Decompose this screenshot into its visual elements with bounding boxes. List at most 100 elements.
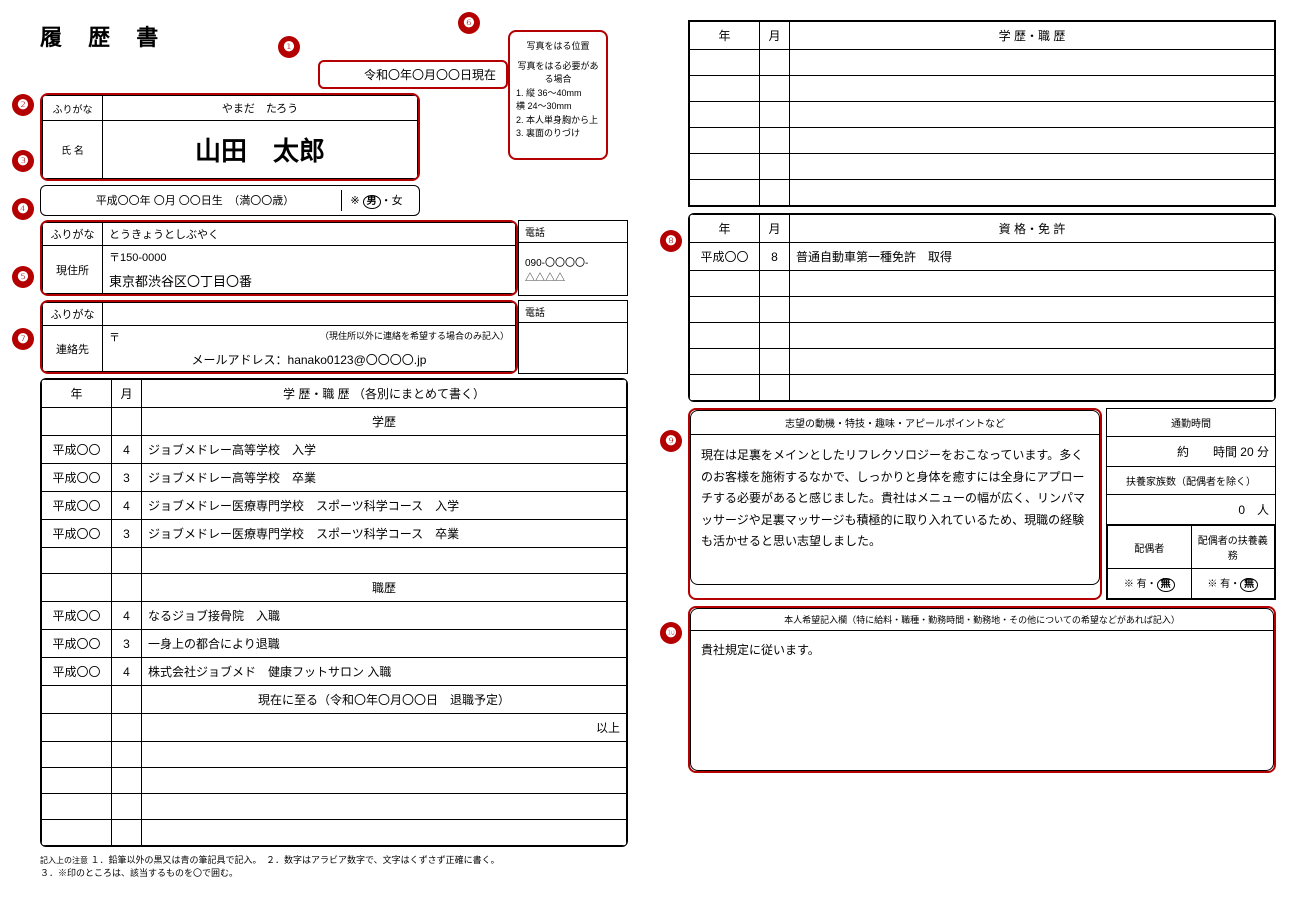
table-cell: 平成〇〇 bbox=[42, 492, 112, 520]
table-cell bbox=[790, 349, 1275, 375]
contact-label: 連絡先 bbox=[43, 326, 103, 372]
table-cell: 株式会社ジョブメド 健康フットサロン 入職 bbox=[142, 658, 627, 686]
photo-text-5: 2. 本人単身胸から上 bbox=[516, 114, 600, 128]
table-cell bbox=[690, 50, 760, 76]
table-cell bbox=[142, 794, 627, 820]
table-cell bbox=[760, 128, 790, 154]
contact-tel: 電話 bbox=[518, 300, 628, 374]
contact-postal: 〒 bbox=[109, 332, 120, 344]
table-cell bbox=[42, 408, 112, 436]
table-cell bbox=[42, 548, 112, 574]
table-cell: 平成〇〇 bbox=[42, 658, 112, 686]
table-cell bbox=[760, 323, 790, 349]
address-left: ふりがな とうきょうとしぶやく 現住所 〒150-0000 東京都渋谷区〇丁目〇… bbox=[40, 220, 518, 296]
table-cell bbox=[790, 271, 1275, 297]
badge-1: ❶ bbox=[278, 36, 300, 58]
table-cell: 以上 bbox=[142, 714, 627, 742]
name-block: ふりがな やまだ たろう 氏 名 山田 太郎 bbox=[40, 93, 420, 181]
lic-hdr-desc: 資 格・免 許 bbox=[790, 215, 1275, 243]
table-cell: 8 bbox=[760, 243, 790, 271]
photo-text-4: 横 24〜30mm bbox=[516, 100, 600, 114]
badge-7: ❼ bbox=[12, 328, 34, 350]
table-cell bbox=[690, 349, 760, 375]
spouse-duty-label: 配偶者の扶養義務 bbox=[1191, 526, 1275, 569]
table-cell: 4 bbox=[112, 602, 142, 630]
table-cell bbox=[790, 297, 1275, 323]
resume-left-page: ❶ ❷ ❸ ❹ ❺ ❻ ❼ 履 歴 書 令和〇年〇月〇〇日現在 写真をはる位置 … bbox=[40, 20, 628, 879]
lic-hdr-month: 月 bbox=[760, 215, 790, 243]
notes-label: 記入上の注意 bbox=[40, 856, 88, 865]
motivation-body: 現在は足裏をメインとしたリフレクソロジーをおこなっています。多くのお客様を施術す… bbox=[690, 435, 1100, 585]
addr-furi-label: ふりがな bbox=[43, 223, 103, 246]
table-cell: 普通自動車第一種免許 取得 bbox=[790, 243, 1275, 271]
commute-value: 約 時間 20 分 bbox=[1107, 437, 1276, 467]
badge-3: ❸ bbox=[12, 150, 34, 172]
table-cell bbox=[42, 768, 112, 794]
history-table: 年 月 学 歴・職 歴 （各別にまとめて書く） 学歴平成〇〇4ジョブメドレー高等… bbox=[40, 378, 628, 847]
table-cell bbox=[790, 76, 1275, 102]
photo-text-2: 写真をはる必要がある場合 bbox=[516, 60, 600, 87]
table-cell bbox=[760, 375, 790, 401]
badge-10: ❿ bbox=[660, 622, 682, 644]
table-cell bbox=[760, 50, 790, 76]
table-cell bbox=[42, 794, 112, 820]
badge-2: ❷ bbox=[12, 94, 34, 116]
hist-hdr-desc: 学 歴・職 歴 （各別にまとめて書く） bbox=[142, 380, 627, 408]
current-date: 令和〇年〇月〇〇日現在 bbox=[318, 60, 508, 89]
photo-text-6: 3. 裏面のりづけ bbox=[516, 127, 600, 141]
contact-left: ふりがな 連絡先 〒 （現住所以外に連絡を希望する場合のみ記入） メールアドレス… bbox=[40, 300, 518, 374]
table-cell bbox=[790, 154, 1275, 180]
table-cell: ジョブメドレー医療専門学校 スポーツ科学コース 入学 bbox=[142, 492, 627, 520]
lic-hdr-year: 年 bbox=[690, 215, 760, 243]
commute-label: 通勤時間 bbox=[1107, 409, 1276, 437]
tel-label: 電話 bbox=[519, 221, 628, 243]
table-cell: 平成〇〇 bbox=[690, 243, 760, 271]
table-cell: 一身上の都合により退職 bbox=[142, 630, 627, 658]
table-cell bbox=[790, 128, 1275, 154]
table-cell bbox=[112, 714, 142, 742]
name-value: 山田 太郎 bbox=[103, 121, 418, 179]
table-cell bbox=[42, 742, 112, 768]
license-table: 年 月 資 格・免 許 平成〇〇8普通自動車第一種免許 取得 bbox=[688, 213, 1276, 402]
table-cell bbox=[690, 297, 760, 323]
table-cell bbox=[760, 297, 790, 323]
table-cell bbox=[690, 102, 760, 128]
table-cell bbox=[690, 128, 760, 154]
table-cell bbox=[142, 742, 627, 768]
table-cell bbox=[142, 548, 627, 574]
contact-postal-row: 〒 （現住所以外に連絡を希望する場合のみ記入） bbox=[103, 326, 516, 349]
table-cell: 4 bbox=[112, 436, 142, 464]
dependents-value: 0 人 bbox=[1107, 495, 1276, 525]
table-cell bbox=[42, 820, 112, 846]
dob-value: 平成〇〇年 〇月 〇〇日生 （満〇〇歳） bbox=[49, 190, 341, 211]
motivation-box: 志望の動機・特技・趣味・アピールポイントなど 現在は足裏をメインとしたリフレクソ… bbox=[688, 408, 1102, 600]
table-cell bbox=[42, 574, 112, 602]
table-cell bbox=[142, 768, 627, 794]
history-table-2: 年 月 学 歴・職 歴 bbox=[688, 20, 1276, 207]
table-cell: ジョブメドレー高等学校 卒業 bbox=[142, 464, 627, 492]
furigana-value: やまだ たろう bbox=[103, 96, 418, 121]
table-cell: 4 bbox=[112, 492, 142, 520]
tel-value: 090-〇〇〇〇-△△△△ bbox=[519, 243, 628, 296]
gender-value: ※ 男・女 bbox=[341, 190, 411, 211]
hist2-hdr-desc: 学 歴・職 歴 bbox=[790, 22, 1275, 50]
table-cell: 学歴 bbox=[142, 408, 627, 436]
wish-header: 本人希望記入欄（特に給料・職種・勤務時間・勤務地・その他についての希望などがあれ… bbox=[690, 608, 1274, 631]
badge-9: ❾ bbox=[660, 430, 682, 452]
motivation-header: 志望の動機・特技・趣味・アピールポイントなど bbox=[690, 410, 1100, 435]
table-cell bbox=[690, 180, 760, 206]
contact-furi-empty bbox=[103, 303, 516, 326]
table-cell bbox=[112, 686, 142, 714]
table-cell bbox=[790, 323, 1275, 349]
contact-furi-label: ふりがな bbox=[43, 303, 103, 326]
table-cell bbox=[790, 50, 1275, 76]
table-cell bbox=[790, 102, 1275, 128]
hist2-hdr-year: 年 bbox=[690, 22, 760, 50]
table-cell bbox=[760, 180, 790, 206]
dob-gender-row: 平成〇〇年 〇月 〇〇日生 （満〇〇歳） ※ 男・女 bbox=[40, 185, 420, 216]
addr-postal: 〒150-0000 bbox=[103, 246, 516, 269]
spouse-circled: 無 bbox=[1157, 578, 1175, 592]
contact-tel-label: 電話 bbox=[519, 301, 628, 323]
wish-body: 貴社規定に従います。 bbox=[690, 631, 1274, 771]
gender-circled: 男 bbox=[363, 195, 381, 209]
